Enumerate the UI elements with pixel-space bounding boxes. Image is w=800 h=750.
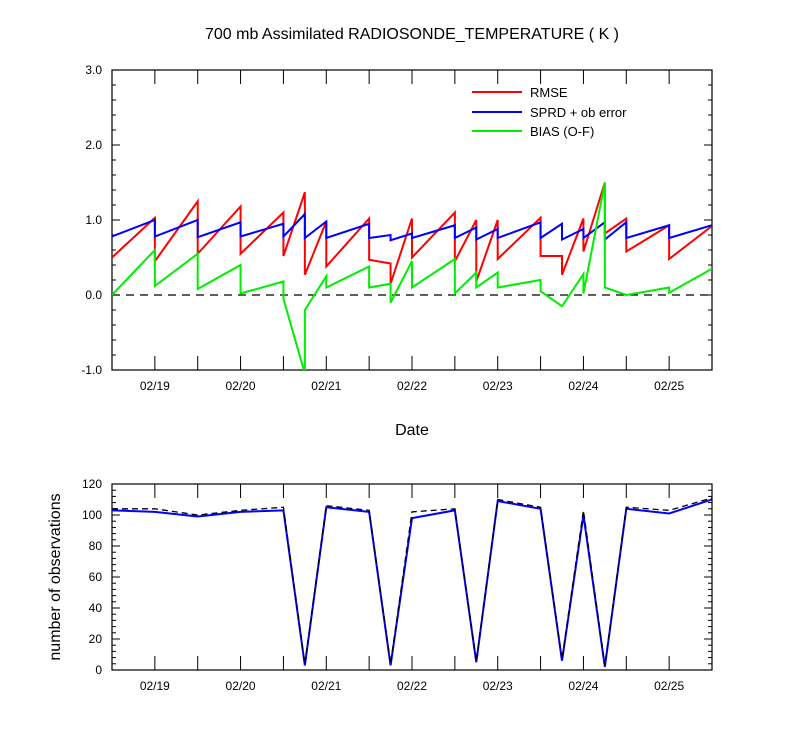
bottom-chart: 0 20 40 60 80 100 120 02/19 02/20 02/21 02/22 02/23…: [82, 477, 713, 693]
legend-label: RMSE: [530, 85, 568, 100]
series-line-bias-o-f: [112, 182, 712, 370]
series-line-assimilated: [112, 498, 712, 668]
y-axis-title: number of observations: [47, 493, 64, 660]
y-tick-label: 60: [89, 570, 103, 584]
series-line-possible: [112, 497, 712, 666]
y-tick-label: -1.0: [81, 363, 102, 377]
x-tick-label: 02/23: [483, 679, 513, 693]
y-tick-label: 80: [89, 539, 103, 553]
x-tick-label: 02/20: [226, 679, 256, 693]
legend-label: SPRD + ob error: [530, 105, 627, 120]
x-tick-label: 02/24: [568, 679, 598, 693]
y-tick-label: 40: [89, 601, 103, 615]
y-tick-label: 100: [82, 508, 102, 522]
x-tick-label: 02/20: [226, 379, 256, 393]
top-chart: -1.0 0.0 1.0 2.0 3.0 02/19 02/20 02/21 02/22 02/2…: [81, 63, 713, 393]
x-tick-label: 02/23: [483, 379, 513, 393]
x-tick-label: 02/22: [397, 679, 427, 693]
y-tick-label: 2.0: [85, 138, 102, 152]
y-tick-label: 3.0: [85, 63, 102, 77]
x-axis-title: Date: [395, 422, 429, 439]
x-tick-label: 02/19: [140, 379, 170, 393]
x-tick-label: 02/22: [397, 379, 427, 393]
legend: RMSE SPRD + ob error BIAS (O-F): [472, 85, 627, 139]
series-line-sprd-ob-error: [112, 211, 712, 242]
x-tick-label: 02/24: [568, 379, 598, 393]
x-tick-label: 02/25: [654, 379, 684, 393]
legend-label: BIAS (O-F): [530, 124, 594, 139]
x-tick-label: 02/21: [311, 679, 341, 693]
x-tick-label: 02/19: [140, 679, 170, 693]
x-tick-label: 02/21: [311, 379, 341, 393]
x-tick-label: 02/25: [654, 679, 684, 693]
y-tick-label: 1.0: [85, 213, 102, 227]
chart-title: 700 mb Assimilated RADIOSONDE_TEMPERATUR…: [205, 26, 619, 43]
y-tick-label: 0.0: [85, 288, 102, 302]
series-line-rmse: [112, 182, 712, 285]
y-tick-label: 20: [89, 632, 103, 646]
y-tick-label: 0: [95, 663, 102, 677]
y-tick-label: 120: [82, 477, 102, 491]
